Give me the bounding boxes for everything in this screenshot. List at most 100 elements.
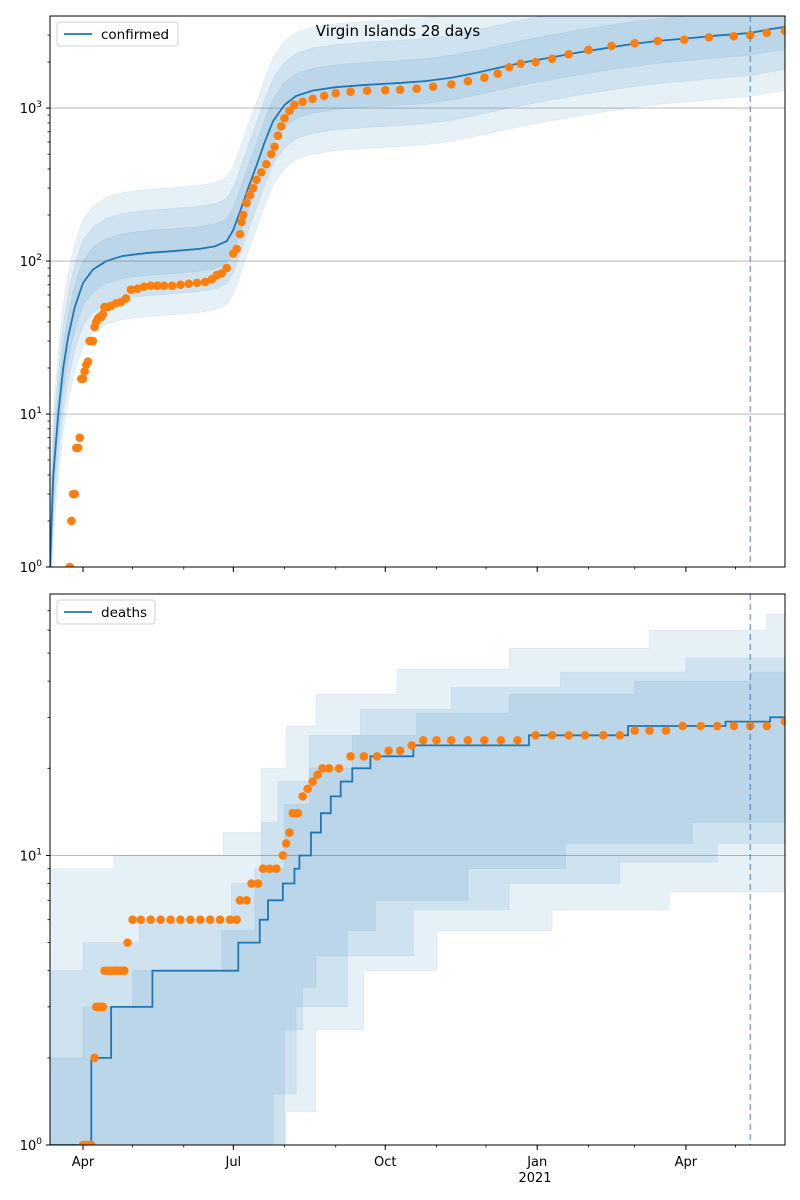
confirmed-observed-point xyxy=(531,57,540,67)
deaths-observed-point xyxy=(547,731,557,740)
deaths-observed-point xyxy=(630,726,639,735)
confirmed-observed-point xyxy=(746,30,755,40)
confirmed-observed-point xyxy=(146,281,156,291)
confirmed-observed-point xyxy=(395,85,405,94)
confirmed-observed-point xyxy=(176,280,185,290)
deaths-band-3 xyxy=(50,666,785,1145)
deaths-legend-box xyxy=(56,599,156,625)
confirmed-observed-point xyxy=(222,263,232,273)
confirmed-observed-point xyxy=(98,309,108,319)
confirmed-observed-point xyxy=(200,277,210,287)
confirmed-observed-point xyxy=(273,131,283,140)
deaths-observed-point xyxy=(372,752,382,761)
confirmed-observed-points xyxy=(65,26,785,567)
deaths-observed-point xyxy=(324,764,334,773)
confirmed-observed-point xyxy=(276,122,286,131)
confirmed-observed-point xyxy=(70,489,80,499)
deaths-observed-point xyxy=(645,726,654,735)
confirmed-y-ticks: 100 101 102 103 xyxy=(20,34,50,576)
confirmed-observed-point xyxy=(447,80,456,89)
confirmed-observed-point xyxy=(267,149,276,159)
confirmed-observed-point xyxy=(67,516,76,526)
deaths-observed-point xyxy=(123,938,132,947)
deaths-observed-point xyxy=(678,721,687,731)
confirmed-observed-point xyxy=(121,294,131,303)
confirmed-observed-point xyxy=(679,35,689,44)
confirmed-observed-point xyxy=(704,33,714,42)
deaths-observed-point xyxy=(146,915,156,925)
deaths-observed-point xyxy=(318,764,327,773)
confirmed-observed-point xyxy=(159,281,169,291)
deaths-legend: deaths xyxy=(56,599,156,625)
deaths-observed-point xyxy=(271,864,281,874)
deaths-observed-point xyxy=(346,752,355,761)
deaths-observed-point xyxy=(712,721,722,731)
confirmed-gridlines xyxy=(50,107,785,415)
confirmed-observed-point xyxy=(319,91,329,101)
deaths-observed-point xyxy=(564,731,573,740)
confirmed-observed-point xyxy=(139,282,149,291)
confirmed-observed-point xyxy=(762,28,772,38)
deaths-observed-point xyxy=(480,735,489,745)
confirmed-observed-point xyxy=(88,336,98,346)
deaths-observed-point xyxy=(407,741,417,750)
deaths-panel: 100 101 Apr Jul Oct Jan Apr deaths 2021 xyxy=(20,593,786,1186)
deaths-observed-point xyxy=(580,731,590,740)
deaths-observed-point xyxy=(496,735,506,745)
deaths-observed-point xyxy=(313,770,322,780)
deaths-observed-point xyxy=(615,731,625,740)
confirmed-observed-point xyxy=(298,97,308,107)
confirmed-band-3 xyxy=(50,16,785,567)
confirmed-observed-point xyxy=(78,374,88,384)
y-tick-label: 103 xyxy=(20,100,42,117)
deaths-observed-point xyxy=(242,896,251,905)
deaths-observed-point xyxy=(780,717,785,726)
deaths-observed-point xyxy=(186,915,195,925)
confirmed-observed-point xyxy=(237,217,246,227)
deaths-observed-point xyxy=(247,879,256,888)
confirmed-observed-point xyxy=(184,279,194,289)
deaths-observed-point xyxy=(447,735,456,745)
deaths-x-ticks: Apr Jul Oct Jan Apr xyxy=(72,1145,736,1170)
deaths-observed-point xyxy=(531,731,540,740)
deaths-observed-point xyxy=(762,721,772,731)
deaths-observed-point xyxy=(265,864,274,874)
confirmed-x-ticks xyxy=(82,567,736,572)
deaths-observed-point xyxy=(156,915,165,925)
confirmed-band-2 xyxy=(50,16,785,567)
deaths-observed-point xyxy=(334,764,344,773)
deaths-observed-point xyxy=(136,915,146,925)
confirmed-observed-point xyxy=(257,168,266,177)
confirmed-observed-point xyxy=(245,190,255,200)
confirmed-observed-point xyxy=(480,73,489,83)
deaths-observed-point xyxy=(395,746,405,756)
confirmed-panel: 100 101 102 103 confirmed Virgin Islands 28… xyxy=(20,15,786,576)
confirmed-observed-point xyxy=(607,41,616,51)
confirmed-observed-point xyxy=(290,100,299,110)
confirmed-uncertainty-bands xyxy=(50,16,785,567)
deaths-observed-point xyxy=(232,915,241,925)
confirmed-observed-point xyxy=(242,198,251,208)
confirmed-observed-point xyxy=(80,367,89,376)
deaths-observed-point xyxy=(90,1053,99,1063)
confirmed-observed-point xyxy=(493,69,502,78)
deaths-observed-point xyxy=(235,896,245,905)
y-tick-label: 100 xyxy=(20,1137,43,1154)
deaths-observed-point xyxy=(285,828,294,837)
deaths-observed-point xyxy=(418,735,428,745)
deaths-observed-point xyxy=(258,864,268,874)
y-tick-label: 101 xyxy=(20,406,42,423)
confirmed-observed-point xyxy=(516,59,526,69)
y-tick-label: 102 xyxy=(20,253,42,270)
deaths-observed-point xyxy=(86,1140,96,1145)
confirmed-observed-point xyxy=(83,357,93,366)
confirmed-observed-point xyxy=(238,210,248,220)
confirmed-observed-point xyxy=(126,285,136,294)
confirmed-observed-point xyxy=(564,49,573,59)
confirmed-observed-point xyxy=(270,142,279,151)
deaths-observed-point xyxy=(359,752,369,761)
confirmed-observed-point xyxy=(412,84,421,93)
confirmed-observed-point xyxy=(285,106,294,116)
confirmed-observed-point xyxy=(380,85,390,95)
